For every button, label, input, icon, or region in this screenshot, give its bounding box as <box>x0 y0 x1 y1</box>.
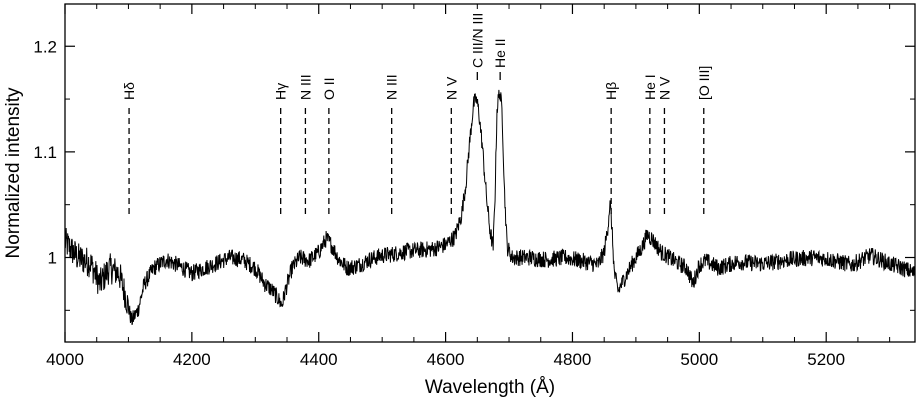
y-axis-label: Normalized intensity <box>3 87 24 259</box>
x-axis-label: Wavelength (Å) <box>425 377 555 398</box>
line-id-label: Hβ <box>603 82 619 100</box>
axis-ticks <box>64 4 915 342</box>
line-id-label: O II <box>321 77 337 100</box>
line-id-label: He II <box>492 38 508 68</box>
x-tick-label: 5200 <box>807 350 845 369</box>
y-tick-label: 1.2 <box>33 37 57 56</box>
line-id-label: N III <box>384 74 400 100</box>
plot-frame <box>64 3 916 343</box>
line-id-label: N III <box>297 74 313 100</box>
line-id-label: Hδ <box>121 82 137 100</box>
x-tick-label: 4600 <box>427 350 465 369</box>
x-tick-label: 5000 <box>680 350 718 369</box>
x-tick-label: 4400 <box>300 350 338 369</box>
line-annotations: Hδ Hγ N III O II N III N V C III/N III He II Hβ H… <box>121 13 712 217</box>
tick-labels: 4000 4200 4400 4600 4800 5000 5200 1 1.1 1.2 <box>33 37 845 369</box>
x-tick-label: 4800 <box>554 350 592 369</box>
series-layer <box>64 89 916 326</box>
y-tick-label: 1.1 <box>33 143 57 162</box>
line-id-label: Hγ <box>273 83 289 100</box>
line-id-label: He I <box>642 74 658 100</box>
line-id-label: [O III] <box>696 66 712 100</box>
x-tick-label: 4200 <box>173 350 211 369</box>
x-tick-label: 4000 <box>46 350 84 369</box>
line-id-label: N V <box>443 76 459 100</box>
y-tick-label: 1 <box>48 249 57 268</box>
line-id-label: N V <box>656 76 672 100</box>
line-id-label: C III/N III <box>469 13 485 68</box>
spectrum-line <box>64 89 916 326</box>
